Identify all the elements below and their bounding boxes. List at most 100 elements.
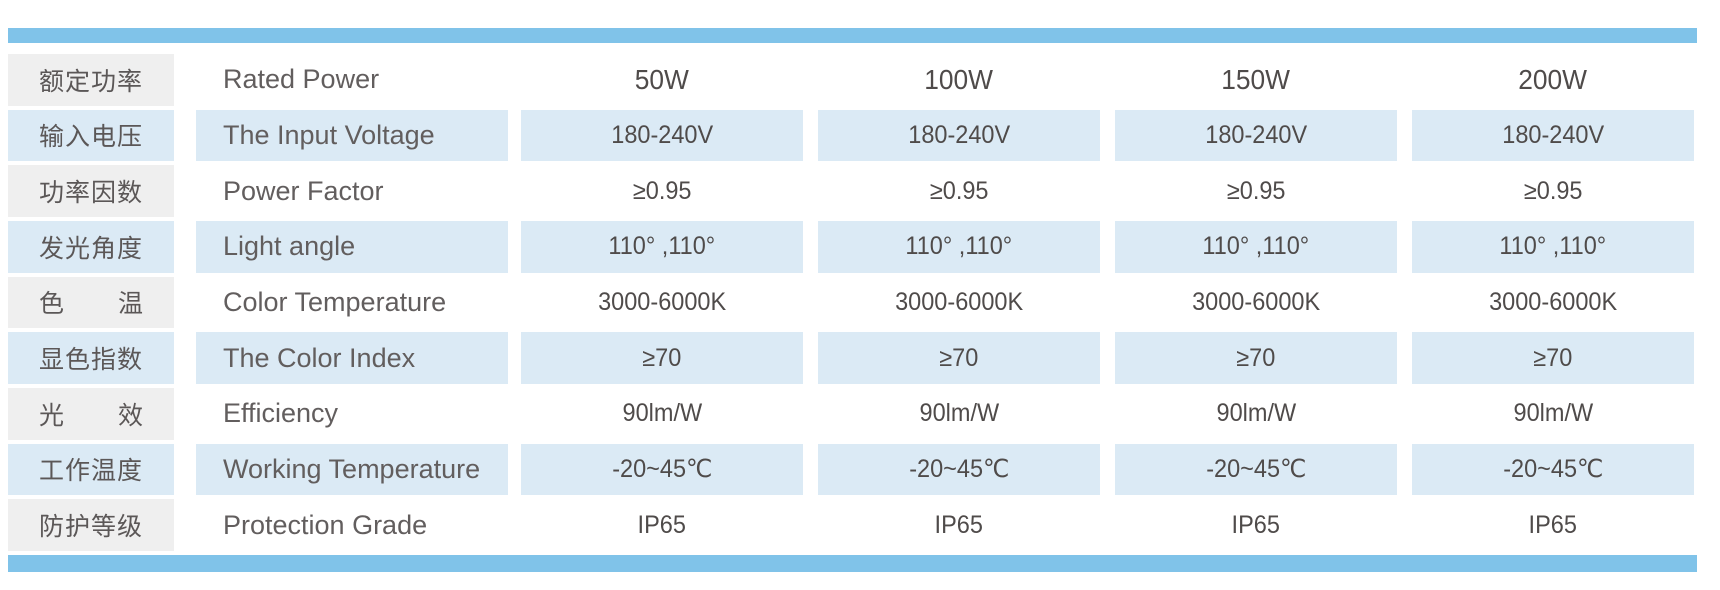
value-cell-150w: -20~45℃	[1115, 441, 1397, 498]
value-cell-200w: -20~45℃	[1412, 441, 1694, 498]
value-cell-100w: 110° ,110°	[818, 218, 1100, 275]
value: 3000-6000K	[1488, 287, 1618, 316]
spec-row-working-temperature: 工作温度 Working Temperature -20~45℃ -20~45℃…	[8, 441, 1694, 498]
value: 150W	[1221, 63, 1291, 95]
value: 200W	[1518, 63, 1588, 95]
value: ≥0.95	[632, 176, 692, 205]
value-cell-50w: 90lm/W	[521, 385, 803, 442]
value-cell-100w: ≥0.95	[818, 163, 1100, 219]
specification-table: 额定功率 Rated Power 50W 100W 150W 200W 输入电压…	[8, 52, 1694, 553]
value-cell-50w: 110° ,110°	[521, 218, 803, 275]
spec-row-input-voltage: 输入电压 The Input Voltage 180-240V 180-240V…	[8, 107, 1694, 164]
value: ≥0.95	[1523, 176, 1583, 205]
value: ≥70	[1533, 343, 1573, 372]
en-label: Color Temperature	[223, 286, 447, 317]
value: ≥70	[642, 343, 682, 372]
value: 50W	[634, 63, 690, 95]
en-label: Rated Power	[223, 64, 380, 95]
zh-label-cell: 发光角度	[8, 218, 174, 275]
value: 110° ,110°	[1202, 232, 1310, 261]
value-cell-150w: 150W	[1115, 52, 1397, 108]
value-cell-200w: ≥0.95	[1412, 163, 1694, 219]
value-cell-150w: 90lm/W	[1115, 385, 1397, 442]
value: 3000-6000K	[1191, 287, 1321, 316]
value-cell-100w: 3000-6000K	[818, 274, 1100, 331]
value-cell-200w: IP65	[1412, 497, 1694, 553]
value-cell-200w: ≥70	[1412, 330, 1694, 386]
value-cell-150w: IP65	[1115, 497, 1397, 553]
zh-label-cell: 显色指数	[8, 330, 174, 386]
en-label: Protection Grade	[223, 509, 428, 540]
value: 3000-6000K	[894, 287, 1024, 316]
value-cell-50w: 50W	[521, 52, 803, 108]
zh-label: 发光角度	[38, 234, 143, 263]
value-cell-50w: ≥0.95	[521, 163, 803, 219]
en-label: Power Factor	[223, 175, 384, 206]
en-label: Light angle	[223, 231, 356, 262]
value-cell-100w: 180-240V	[818, 107, 1100, 164]
value-cell-50w: 3000-6000K	[521, 274, 803, 331]
en-label-cell: Protection Grade	[196, 497, 508, 553]
value: 180-240V	[1502, 120, 1604, 149]
spec-row-rated-power: 额定功率 Rated Power 50W 100W 150W 200W	[8, 52, 1694, 108]
value: IP65	[1528, 510, 1578, 539]
value-cell-100w: -20~45℃	[818, 441, 1100, 498]
value: ≥70	[939, 343, 979, 372]
value-cell-150w: ≥0.95	[1115, 163, 1397, 219]
zh-label: 工作温度	[38, 457, 143, 486]
en-label-cell: Power Factor	[196, 163, 508, 219]
en-label-cell: Rated Power	[196, 52, 508, 108]
zh-label: 色温	[39, 290, 143, 319]
spec-row-color-index: 显色指数 The Color Index ≥70 ≥70 ≥70 ≥70	[8, 330, 1694, 386]
value: -20~45℃	[1205, 455, 1307, 484]
value: 90lm/W	[1216, 399, 1296, 428]
en-label: Efficiency	[223, 398, 339, 429]
value: 100W	[924, 63, 994, 95]
value: -20~45℃	[1502, 455, 1604, 484]
value-cell-100w: ≥70	[818, 330, 1100, 386]
bottom-divider-bar	[8, 555, 1697, 572]
value-cell-150w: 3000-6000K	[1115, 274, 1397, 331]
value: ≥70	[1236, 343, 1276, 372]
zh-label: 额定功率	[38, 67, 143, 96]
value: -20~45℃	[908, 455, 1010, 484]
zh-label: 输入电压	[38, 123, 143, 152]
value-cell-150w: 110° ,110°	[1115, 218, 1397, 275]
zh-label-cell: 工作温度	[8, 441, 174, 498]
en-label-cell: The Input Voltage	[196, 107, 508, 164]
en-label-cell: Working Temperature	[196, 441, 508, 498]
value: 180-240V	[1205, 120, 1307, 149]
value: IP65	[934, 510, 984, 539]
zh-label-cell: 输入电压	[8, 107, 174, 164]
zh-label: 显色指数	[38, 346, 143, 375]
value-cell-100w: IP65	[818, 497, 1100, 553]
value-cell-50w: -20~45℃	[521, 441, 803, 498]
value-cell-150w: 180-240V	[1115, 107, 1397, 164]
value-cell-200w: 200W	[1412, 52, 1694, 108]
spec-row-efficiency: 光效 Efficiency 90lm/W 90lm/W 90lm/W 90lm/…	[8, 385, 1694, 442]
spec-row-power-factor: 功率因数 Power Factor ≥0.95 ≥0.95 ≥0.95 ≥0.9…	[8, 163, 1694, 219]
value: 110° ,110°	[608, 232, 716, 261]
value: ≥0.95	[929, 176, 989, 205]
en-label-cell: Light angle	[196, 218, 508, 275]
zh-label-cell: 光效	[8, 385, 174, 442]
value: 90lm/W	[622, 399, 702, 428]
value-cell-50w: ≥70	[521, 330, 803, 386]
zh-label: 光效	[39, 401, 143, 430]
en-label: Working Temperature	[223, 453, 481, 484]
zh-label-cell: 功率因数	[8, 163, 174, 219]
value: 180-240V	[908, 120, 1010, 149]
value-cell-50w: 180-240V	[521, 107, 803, 164]
value: -20~45℃	[611, 455, 713, 484]
zh-label-cell: 额定功率	[8, 52, 174, 108]
value: IP65	[637, 510, 687, 539]
zh-label-cell: 防护等级	[8, 497, 174, 553]
value: 180-240V	[611, 120, 713, 149]
en-label-cell: Color Temperature	[196, 274, 508, 331]
value-cell-200w: 3000-6000K	[1412, 274, 1694, 331]
top-divider-bar	[8, 28, 1697, 43]
zh-label: 功率因数	[38, 179, 143, 208]
spec-row-color-temperature: 色温 Color Temperature 3000-6000K 3000-600…	[8, 274, 1694, 331]
en-label-cell: Efficiency	[196, 385, 508, 442]
